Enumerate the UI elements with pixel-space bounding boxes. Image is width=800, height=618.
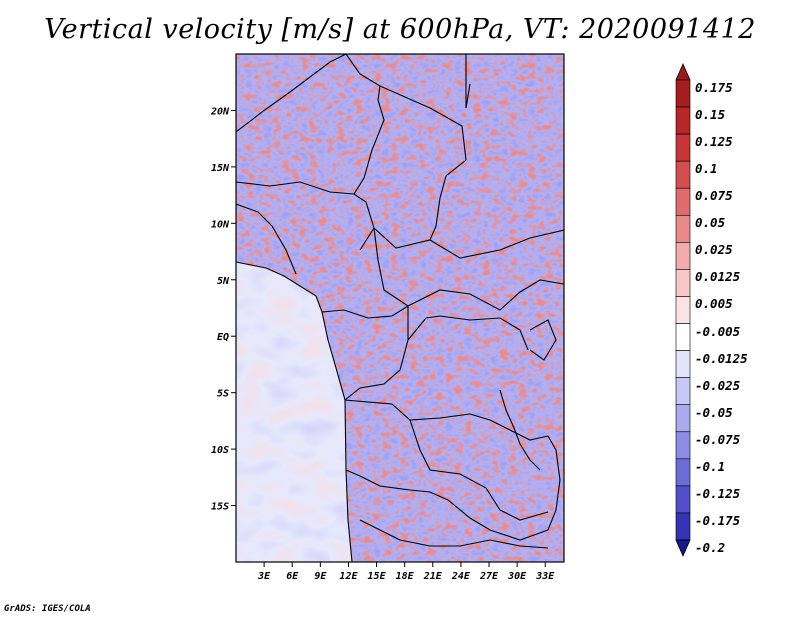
colorbar-under-arrow (675, 539, 691, 557)
colorbar (675, 63, 691, 557)
colorbar-swatch (675, 242, 691, 270)
border-libya-sudan (465, 54, 471, 109)
colorbar-swatch (675, 323, 691, 351)
colorbar-level-label: -0.005 (695, 323, 741, 339)
coastline (236, 261, 353, 562)
lon-tick-label: 27E (479, 571, 499, 582)
border-nigeria (236, 181, 375, 251)
lake-malawi-border (547, 435, 561, 531)
border-niger-chad (345, 54, 467, 161)
lake-victoria (529, 319, 557, 361)
colorbar-level-label: 0.1 (695, 161, 718, 177)
colorbar-level-label: 0.005 (695, 296, 733, 312)
lon-tick-label: 3E (257, 571, 271, 582)
lon-tick-label: 33E (535, 571, 555, 582)
grads-credit: GrADS: IGES/COLA (4, 604, 91, 614)
colorbar-swatch (675, 214, 691, 243)
border-niger-chad-west (353, 85, 385, 195)
lon-tick-label: 15E (368, 571, 387, 582)
border-car-drc (373, 227, 564, 311)
lat-tick-label: 5N (217, 276, 230, 287)
border-benin-togo (236, 203, 297, 275)
colorbar-level-label: -0.0125 (695, 350, 748, 366)
border-algeria-niger (236, 54, 347, 133)
lat-tick-label: EQ (217, 332, 229, 343)
border-botswana (359, 519, 549, 549)
longitude-axis: 3E 6E 9E 12E 15E 18E 21E 24E 27E 30E 33E (257, 562, 555, 582)
colorbar-swatch (675, 377, 691, 406)
lon-tick-label: 6E (286, 571, 299, 582)
border-namibia-zambia (345, 469, 549, 541)
border-drc-uganda (407, 315, 529, 351)
colorbar-swatch (675, 458, 691, 487)
lon-tick-label: 24E (451, 571, 471, 582)
chart-title: Vertical velocity [m/s] at 600hPa, VT: 2… (44, 14, 756, 45)
colorbar-swatch (675, 187, 691, 216)
colorbar-swatch (675, 431, 691, 460)
lon-tick-label: 12E (339, 571, 358, 582)
colorbar-swatch (675, 404, 691, 433)
colorbar-swatch (675, 160, 691, 189)
latitude-axis: 20N 15N 10N 5N EQ 5S 10S 15S (210, 106, 236, 513)
colorbar-level-label: -0.05 (695, 404, 733, 420)
colorbar-swatch (675, 106, 691, 135)
rift-lakes (499, 389, 541, 471)
lat-tick-label: 10N (211, 219, 230, 230)
colorbar-level-label: 0.025 (695, 242, 733, 258)
border-chad-sudan (429, 159, 467, 241)
map-frame (235, 53, 565, 563)
colorbar-swatch (675, 350, 691, 378)
colorbar-level-label: -0.125 (695, 485, 741, 501)
colorbar-level-label: 0.075 (695, 188, 733, 204)
colorbar-level-label: 0.05 (695, 215, 726, 231)
colorbar-swatch (675, 485, 691, 514)
lat-tick-label: 10S (211, 445, 229, 456)
colorbar-level-label: -0.1 (695, 458, 726, 474)
colorbar-level-label: 0.15 (695, 107, 726, 123)
colorbar-swatch (675, 296, 691, 324)
colorbar-swatch (675, 269, 691, 297)
lat-tick-label: 20N (210, 106, 230, 117)
lon-tick-label: 30E (507, 571, 527, 582)
lat-tick-label: 15S (211, 502, 229, 513)
lat-tick-label: 5S (217, 389, 229, 400)
colorbar-swatch (675, 79, 691, 108)
colorbar-level-label: -0.2 (695, 540, 726, 555)
border-car-south-sudan (373, 227, 564, 259)
border-angola-drc (344, 399, 549, 441)
colorbar-level-label: -0.075 (695, 431, 741, 447)
country-borders (236, 54, 564, 562)
border-congo-gabon (321, 305, 409, 401)
colorbar-level-label: -0.025 (695, 377, 741, 393)
colorbar-level-label: 0.125 (695, 134, 733, 150)
colorbar-swatch (675, 133, 691, 162)
lon-tick-label: 9E (314, 571, 327, 582)
field-layer (236, 54, 564, 562)
lon-tick-label: 21E (423, 571, 443, 582)
colorbar-swatch (675, 512, 691, 541)
colorbar-level-label: 0.0125 (695, 269, 741, 285)
lat-tick-label: 15N (211, 163, 230, 174)
colorbar-level-label: 0.175 (695, 80, 733, 95)
lon-tick-label: 18E (396, 571, 415, 582)
colorbar-over-arrow (675, 63, 691, 81)
colorbar-level-label: -0.175 (695, 512, 741, 528)
border-zambia (409, 419, 549, 521)
